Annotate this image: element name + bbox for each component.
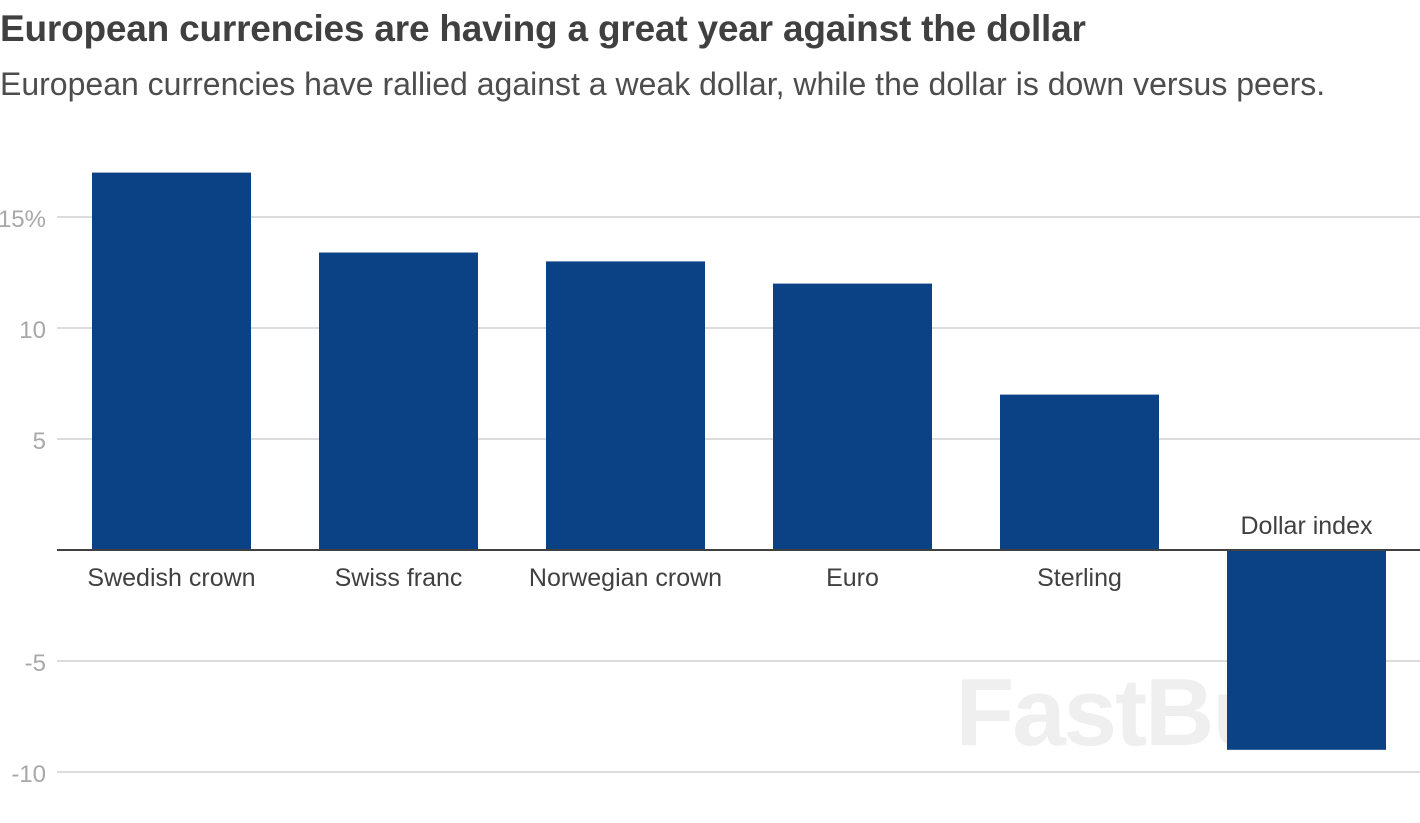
bar xyxy=(92,172,251,550)
category-label: Euro xyxy=(826,564,879,592)
category-label: Norwegian crown xyxy=(529,564,722,592)
y-tick-label: -10 xyxy=(11,761,46,788)
bar xyxy=(773,283,932,550)
category-label: Swiss franc xyxy=(335,564,463,592)
chart-title: European currencies are having a great y… xyxy=(0,8,1086,49)
category-labels: Swedish crown Swiss franc Norwegian crown E… xyxy=(87,512,1373,592)
bar xyxy=(1000,394,1159,550)
y-tick-label: 15% xyxy=(0,206,46,233)
bar xyxy=(319,252,478,550)
bar xyxy=(546,261,705,550)
y-tick-label: 5 xyxy=(33,428,46,455)
chart-subtitle: European currencies have rallied against… xyxy=(0,66,1326,102)
gridlines: 15% 10 5 -5 -10 xyxy=(0,206,1420,788)
category-label: Swedish crown xyxy=(87,564,255,592)
bar xyxy=(1227,550,1386,750)
y-tick-label: 10 xyxy=(19,317,46,344)
bars xyxy=(92,172,1386,750)
category-label: Dollar index xyxy=(1240,512,1373,540)
category-label: Sterling xyxy=(1037,564,1122,592)
y-tick-label: -5 xyxy=(25,650,46,677)
